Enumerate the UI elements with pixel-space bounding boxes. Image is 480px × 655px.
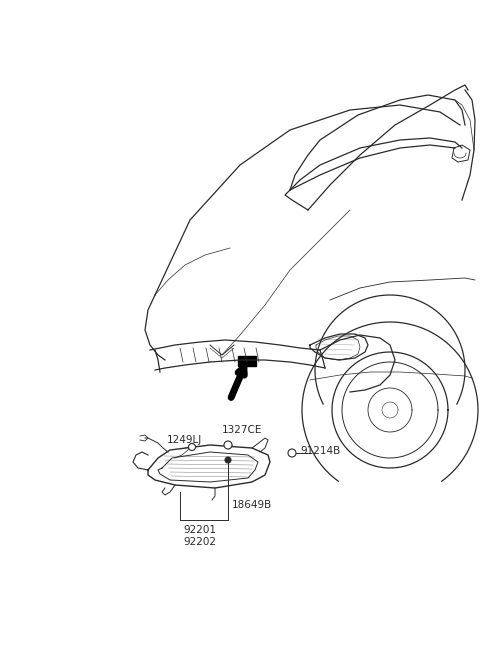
Text: 18649B: 18649B <box>232 500 272 510</box>
Bar <box>238 356 256 366</box>
Circle shape <box>224 441 232 449</box>
Circle shape <box>288 449 296 457</box>
Text: 92202: 92202 <box>183 537 216 547</box>
Text: 1249LJ: 1249LJ <box>167 435 202 445</box>
Circle shape <box>225 457 231 463</box>
Text: 1327CE: 1327CE <box>222 425 263 435</box>
Circle shape <box>189 443 195 451</box>
Text: 91214B: 91214B <box>300 446 340 456</box>
Text: 92201: 92201 <box>183 525 216 535</box>
